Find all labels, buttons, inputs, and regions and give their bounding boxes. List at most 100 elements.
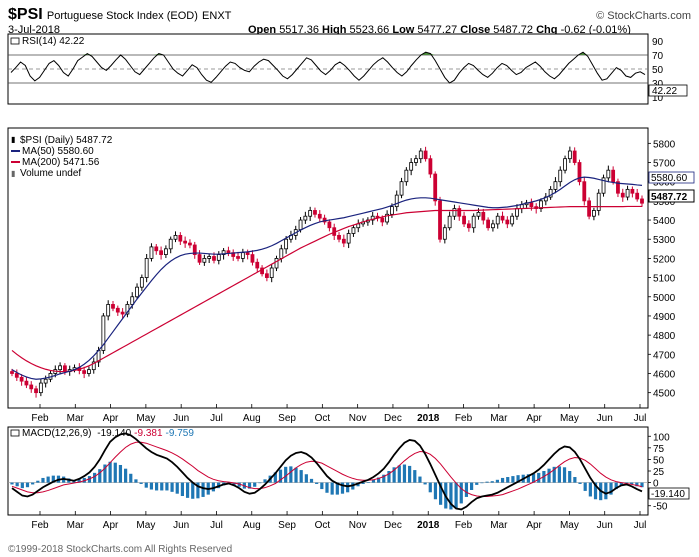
candle-body [577,162,582,183]
rsi-reference-lines [8,54,648,84]
macd-hist-bar [330,482,334,495]
candle-body [452,208,457,217]
candle-body [471,215,476,229]
macd-hist-bar [10,482,14,485]
price-tick-label: 5800 [653,139,676,150]
candle-body [82,370,87,374]
candle-body [226,250,231,254]
candle-body [418,150,423,160]
rsi-tick-label: 90 [652,37,664,48]
candle-body [587,200,591,217]
macd-hist-bar [614,482,618,490]
candle-body [635,192,640,200]
price-tick-label: 5700 [653,159,676,170]
candle-body [43,378,48,384]
candle-body [606,169,611,179]
macd-hist-bar [562,467,567,483]
candle-body [423,150,428,160]
price-month-label: Aug [243,413,261,424]
candle-body [616,181,620,194]
macd-hist-bar [382,474,386,483]
price-month-label: Dec [384,413,402,424]
candle-body [442,227,447,240]
price-tick-label: 4500 [653,389,676,400]
candle-body [625,188,630,198]
macd-hist-bar [583,482,587,491]
candle-body [447,215,452,229]
candle-body [548,188,553,198]
macd-hist-bar [500,477,505,483]
macd-month-label: Jul [210,520,223,531]
macd-legend-hist: -9.759 [166,428,195,439]
candle-body [106,304,111,317]
high-label: High [322,24,347,36]
candle-body [178,234,183,242]
macd-last-box [648,487,690,500]
candle-body [611,169,616,183]
candle-body [192,244,197,255]
candle-body [29,384,34,390]
macd-hist-bar [211,482,215,492]
candle-body [640,198,644,204]
macd-hist-bar [36,480,40,483]
candle-body [163,248,168,255]
macd-hist-bar [397,465,401,483]
macd-hist-bar [294,467,298,483]
macd-hist-bar [423,482,427,485]
macd-hist-bar [46,476,50,483]
macd-hist-bar [335,482,339,495]
macd-hist-bar [170,482,174,492]
candle-body [438,200,442,240]
macd-month-label: May [136,520,155,531]
macd-hist-bar [392,467,396,483]
candle-body [308,210,313,217]
macd-hist-bar [366,482,370,483]
rsi-tick-label: 70 [652,51,664,62]
candle-body [592,210,596,217]
price-legend-symbol: $PSI (Daily) 5487.72 [20,135,113,146]
rsi-tick-label: 10 [652,93,664,104]
macd-hist-bar [531,473,536,483]
ma50-legend: MA(50) 5580.60 [22,146,94,157]
macd-hist-bar [25,482,30,488]
macd-month-label: Nov [349,520,367,531]
candle-body [491,223,495,229]
macd-hist-bar [93,472,97,483]
candle-body [414,158,418,163]
candle-body [495,215,500,225]
candle-body [303,215,308,221]
macd-hist-bar [537,472,541,483]
low-value: 5477.27 [417,24,458,36]
price-month-label: Jun [173,413,189,424]
rsi-last-tag: 42.22 [648,84,688,97]
price-panel: 4500 4600 4700 4800 4900 5000 5100 5200 5300 5400… [7,127,695,424]
rsi-axis: 10 30 50 70 90 [652,37,664,104]
macd-hist-bar [103,464,107,483]
macd-hist-bar [346,482,350,493]
macd-hist-bar [340,482,345,494]
candle-body [317,213,322,219]
ma50-line [11,176,643,380]
rsi-legend-text: RSI(14) 42.22 [22,36,85,47]
macd-hist-bar [413,470,417,483]
macd-month-axis: Feb Mar Apr May Jun Jul Aug Sep Oct Nov Dec 2018 Feb… [31,511,646,531]
macd-hist-bar [387,471,391,483]
macd-hist-bar [31,482,35,485]
macd-legend-swatch [10,429,20,437]
price-legend: ▮ $PSI (Daily) 5487.72 MA(50) 5580.60 MA… [11,135,113,179]
candle-body [255,261,260,269]
price-month-label: Sep [278,413,296,424]
candle-body [63,365,67,372]
macd-hist-bar [20,482,24,489]
macd-last-value: -19.140 [651,489,685,500]
candle-body [139,277,144,288]
candle-body [197,254,202,263]
low-label: Low [392,24,415,36]
macd-hist-bar [315,482,319,484]
candle-body [457,208,462,217]
price-month-label: Mar [67,413,85,424]
macd-hist-bar [475,482,479,485]
brand-link[interactable]: © StockCharts.com [596,10,691,22]
candle-body [462,215,466,225]
